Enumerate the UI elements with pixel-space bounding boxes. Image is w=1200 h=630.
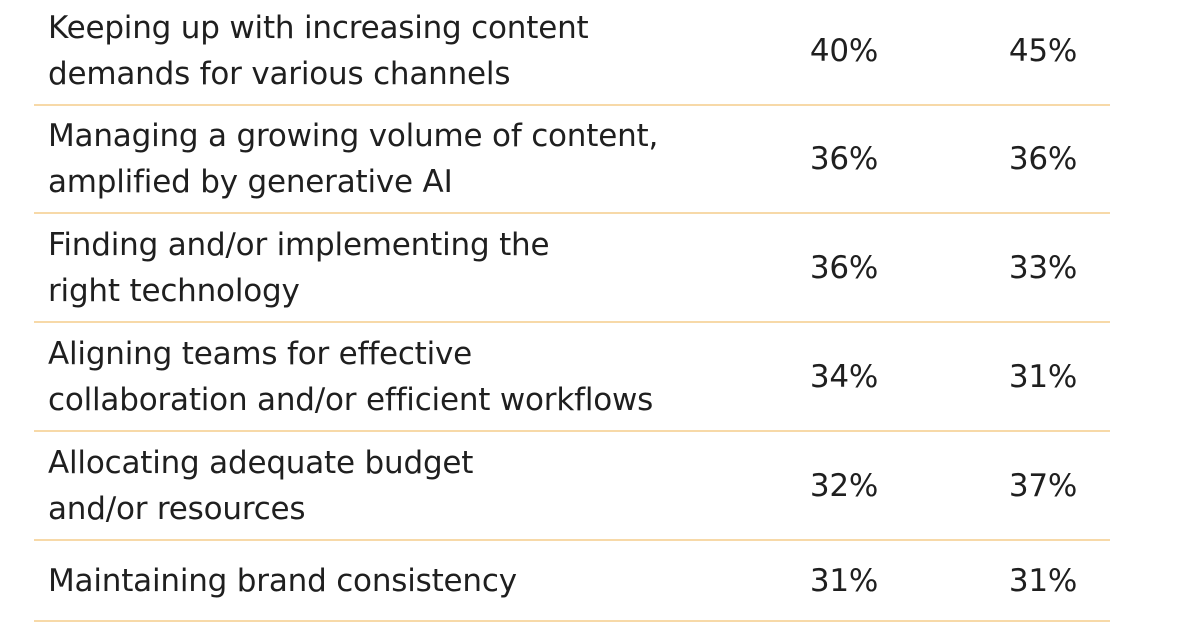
row-value-1: 34% [809,359,879,395]
row-label: Maintaining brand consistency [48,563,517,599]
row-value-2: 31% [1008,359,1078,395]
table-row: Allocating adequate budget and/or resour… [34,433,1110,541]
row-value-1: 31% [809,563,879,599]
row-value-2: 45% [1008,33,1078,69]
row-value-1: 36% [809,141,879,177]
row-value-2: 31% [1008,563,1078,599]
table-row: Aligning teams for effective collaborati… [34,324,1110,432]
row-label: Aligning teams for effective collaborati… [48,336,654,418]
row-label: Allocating adequate budget and/or resour… [48,445,474,527]
challenges-table: Keeping up with increasing content deman… [34,0,1110,630]
row-label: Finding and/or implementing the right te… [48,227,550,309]
table-row: Maintaining brand consistency 31% 31% [34,542,1110,622]
row-label: Managing a growing volume of content, am… [48,118,659,200]
row-value-2: 37% [1008,468,1078,504]
row-label: Keeping up with increasing content deman… [48,10,589,92]
table-row: Finding and/or implementing the right te… [34,215,1110,323]
row-value-1: 36% [809,250,879,286]
table-row: Managing a growing volume of content, am… [34,106,1110,214]
table-row: Keeping up with increasing content deman… [34,0,1110,106]
row-value-1: 40% [809,33,879,69]
row-value-2: 36% [1008,141,1078,177]
row-value-1: 32% [809,468,879,504]
row-value-2: 33% [1008,250,1078,286]
